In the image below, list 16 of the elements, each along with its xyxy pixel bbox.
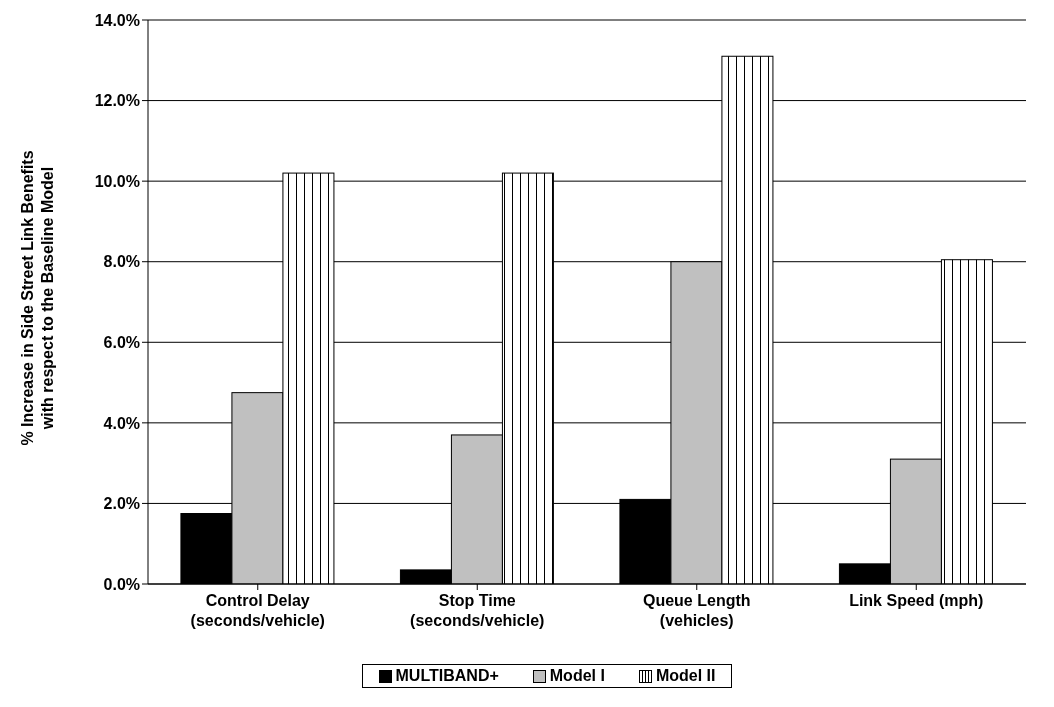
y-tick-label: 6.0% [103,333,140,351]
x-tick-label: Stop Time (seconds/vehicle) [410,592,545,629]
x-tick-label: Link Speed (mph) [849,592,984,609]
y-tick-label: 8.0% [103,253,140,271]
y-tick-label: 2.0% [103,495,140,513]
legend-label: Model I [548,667,605,685]
y-axis-title: % Increase in Side Street Link Benefits with respect to the Baseline Model [18,149,57,446]
y-tick-label: 4.0% [103,414,140,432]
legend-label: MULTIBAND+ [394,667,499,685]
x-tick-label: Queue Length (vehicles) [642,592,751,629]
y-tick-label: 12.0% [94,92,140,110]
x-tick-label: Control Delay (seconds/vehicle) [190,592,325,629]
y-tick-label: 10.0% [94,172,140,190]
legend-label: Model II [654,667,716,685]
y-tick-label: 14.0% [94,11,140,29]
y-tick-label: 0.0% [103,575,140,593]
